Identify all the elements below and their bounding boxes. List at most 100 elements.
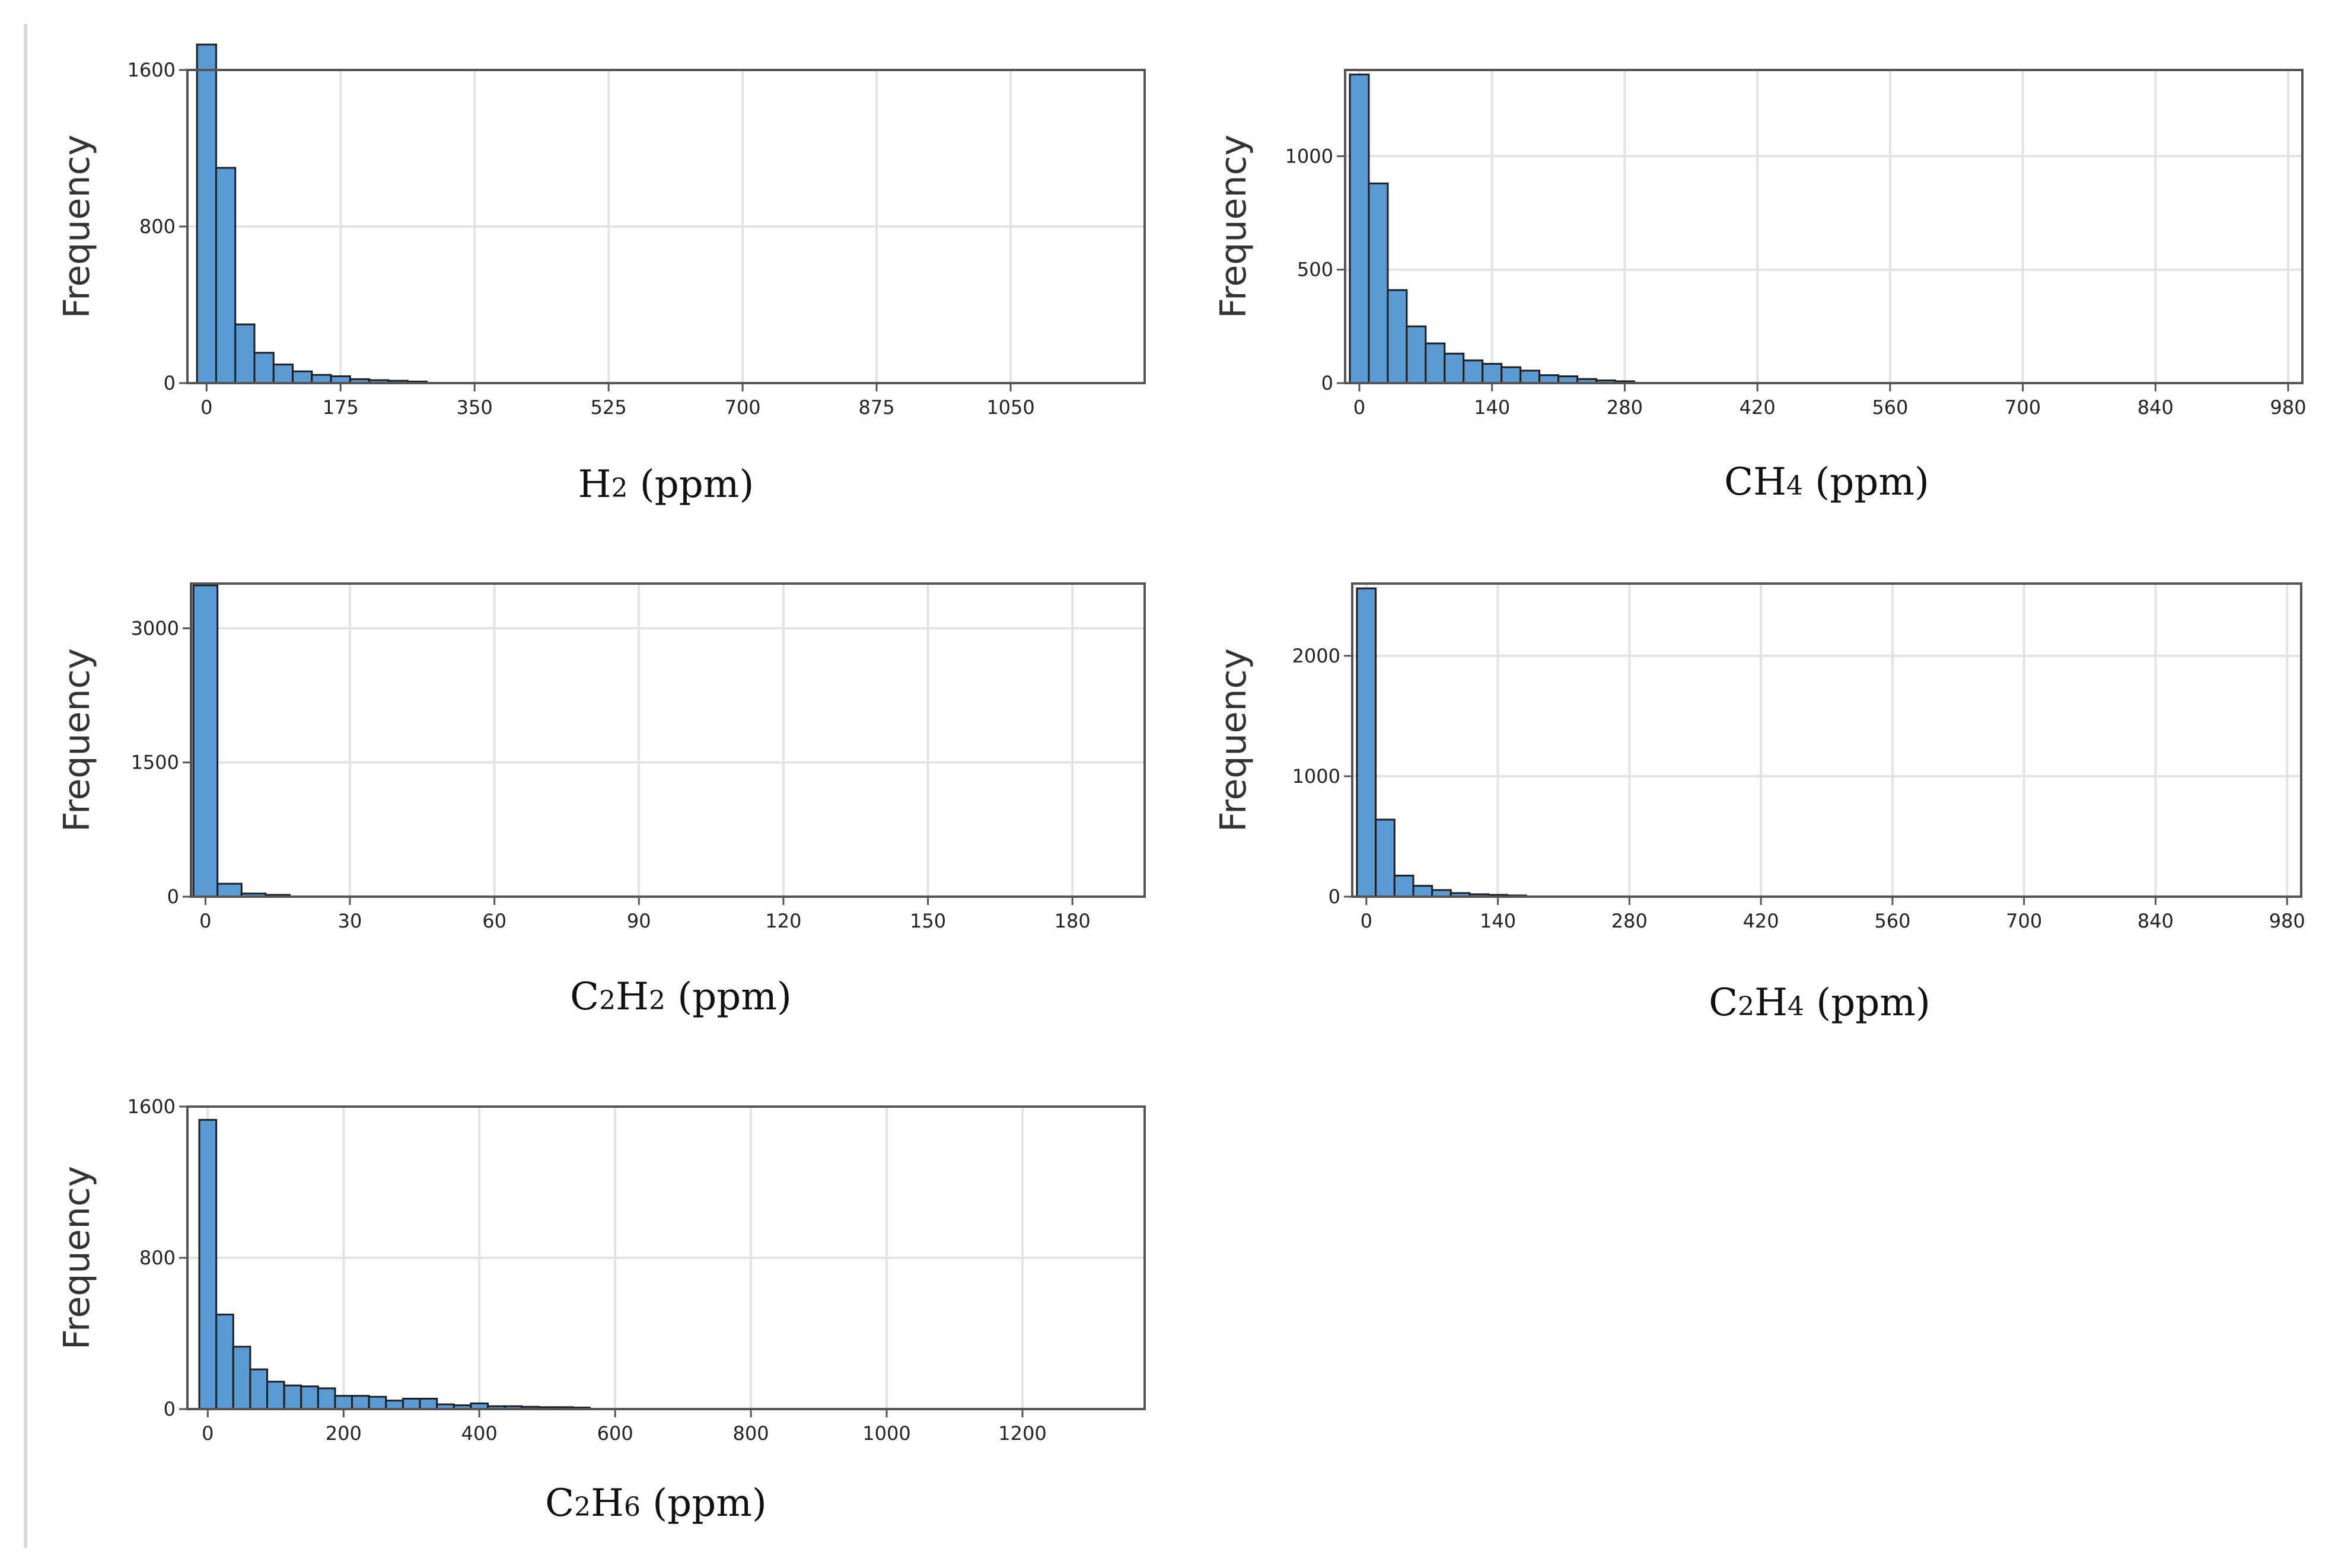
histogram-bar — [196, 43, 217, 384]
y-tick-label: 1000 — [1292, 765, 1340, 788]
histogram-bar — [216, 882, 243, 898]
x-axis-title: C2H4 (ppm) — [1709, 981, 1931, 1025]
x-tick-label: 175 — [323, 396, 359, 419]
histogram-panel-3: 0 30 60 90 120 150 180 0 1500 3000 Frequency C2H2 (… — [56, 582, 1146, 1019]
histogram-bar — [292, 370, 313, 384]
histogram-bar — [317, 1387, 336, 1410]
y-tick-label: 1500 — [131, 751, 179, 774]
histogram-bar — [1368, 182, 1389, 384]
x-tick-label: 120 — [765, 910, 801, 932]
histogram-bar — [266, 1381, 285, 1410]
histogram-bar — [215, 167, 237, 384]
x-tick-label: 400 — [461, 1422, 498, 1445]
x-tick-label: 0 — [1353, 396, 1365, 419]
x-tick-label: 140 — [1474, 396, 1510, 419]
x-tick-label: 30 — [338, 910, 362, 932]
plot-frame — [1351, 582, 2302, 898]
x-tick-label: 0 — [1361, 910, 1372, 932]
histogram-bar — [1425, 342, 1446, 384]
histogram-bar — [232, 1346, 251, 1410]
histogram-panel-1: 0 175 350 525 700 875 1050 0 800 1600 Frequency H2 … — [56, 43, 1146, 506]
histogram-bar — [1501, 366, 1522, 384]
x-axis-title: H2 (ppm) — [578, 463, 754, 506]
x-tick-label: 980 — [2270, 396, 2306, 419]
y-tick-label: 800 — [139, 215, 176, 238]
y-tick-label: 2000 — [1292, 645, 1340, 667]
histogram-bar — [249, 1368, 268, 1410]
plot-frame — [1344, 69, 2304, 384]
histogram-bar — [368, 1395, 387, 1410]
histogram-bar — [1349, 74, 1370, 384]
y-axis-title: Frequency — [56, 648, 98, 832]
x-tick-label: 800 — [733, 1422, 769, 1445]
x-tick-label: 0 — [202, 1422, 214, 1445]
y-tick-label: 0 — [1321, 372, 1333, 394]
x-tick-label: 90 — [627, 910, 651, 932]
x-tick-label: 525 — [591, 396, 627, 419]
y-axis-title: Frequency — [1213, 648, 1254, 832]
x-tick-label: 200 — [326, 1422, 362, 1445]
x-tick-label: 600 — [597, 1422, 633, 1445]
x-tick-label: 0 — [200, 396, 212, 419]
histogram-bar — [385, 1400, 404, 1410]
x-tick-label: 840 — [2137, 396, 2174, 419]
y-tick-label: 0 — [164, 372, 176, 394]
histogram-bar — [1393, 874, 1415, 898]
histogram-panel-5: 0 200 400 600 800 1000 1200 0 800 1600 Frequency C2… — [56, 1095, 1146, 1525]
histogram-bar — [311, 374, 332, 384]
histogram-bar — [1406, 325, 1427, 384]
histogram-bar — [215, 1314, 234, 1410]
y-tick-label: 800 — [139, 1247, 176, 1269]
x-tick-label: 280 — [1611, 910, 1648, 932]
y-tick-label: 0 — [167, 885, 179, 908]
histogram-bar — [1444, 352, 1465, 384]
histogram-bar — [1387, 289, 1408, 384]
histogram-bar — [300, 1385, 319, 1410]
histogram-bar — [419, 1397, 438, 1410]
y-axis-title: Frequency — [56, 135, 98, 318]
histogram-bar — [1482, 362, 1503, 384]
y-tick-label: 1600 — [128, 1095, 176, 1118]
plot-frame — [190, 582, 1146, 898]
x-tick-label: 700 — [725, 396, 761, 419]
x-tick-label: 840 — [2137, 910, 2174, 932]
histogram-bar — [253, 352, 275, 384]
y-tick-label: 1000 — [1285, 145, 1333, 167]
y-tick-label: 1600 — [128, 59, 176, 81]
x-tick-label: 280 — [1607, 396, 1643, 419]
x-tick-label: 0 — [199, 910, 211, 932]
histogram-panel-4: 0 140 280 420 560 700 840 980 0 1000 2000 Frequency… — [1213, 582, 2305, 1025]
histogram-bar — [1519, 369, 1541, 384]
x-tick-label: 560 — [1872, 396, 1908, 419]
histogram-bar — [192, 584, 219, 898]
x-axis-title: CH4 (ppm) — [1724, 460, 1929, 504]
page-left-rule — [24, 24, 27, 1548]
x-tick-label: 420 — [1743, 910, 1779, 932]
y-tick-label: 0 — [164, 1398, 176, 1420]
x-tick-label: 1200 — [998, 1422, 1046, 1445]
histogram-bar — [1375, 818, 1396, 898]
x-tick-label: 700 — [2006, 910, 2042, 932]
histogram-bar — [351, 1395, 370, 1410]
histogram-bar — [198, 1118, 218, 1410]
histogram-bar — [272, 364, 294, 384]
x-axis-title: C2H6 (ppm) — [545, 1481, 767, 1525]
x-tick-label: 700 — [2005, 396, 2041, 419]
x-tick-label: 350 — [457, 396, 493, 419]
x-tick-label: 980 — [2269, 910, 2305, 932]
x-tick-label: 875 — [859, 396, 895, 419]
x-tick-label: 140 — [1480, 910, 1516, 932]
y-tick-label: 0 — [1329, 885, 1340, 908]
histogram-bar — [1356, 587, 1377, 898]
x-tick-label: 180 — [1055, 910, 1091, 932]
histogram-bar — [334, 1395, 353, 1410]
x-tick-label: 150 — [910, 910, 946, 932]
y-axis-title: Frequency — [56, 1166, 98, 1350]
x-tick-label: 60 — [482, 910, 506, 932]
histogram-bar — [234, 323, 256, 384]
histogram-bar — [283, 1384, 302, 1410]
x-tick-label: 1050 — [986, 396, 1034, 419]
y-tick-label: 3000 — [131, 617, 179, 639]
histogram-panel-2: 0 140 280 420 560 700 840 980 0 500 1000 Frequency C… — [1213, 69, 2307, 504]
